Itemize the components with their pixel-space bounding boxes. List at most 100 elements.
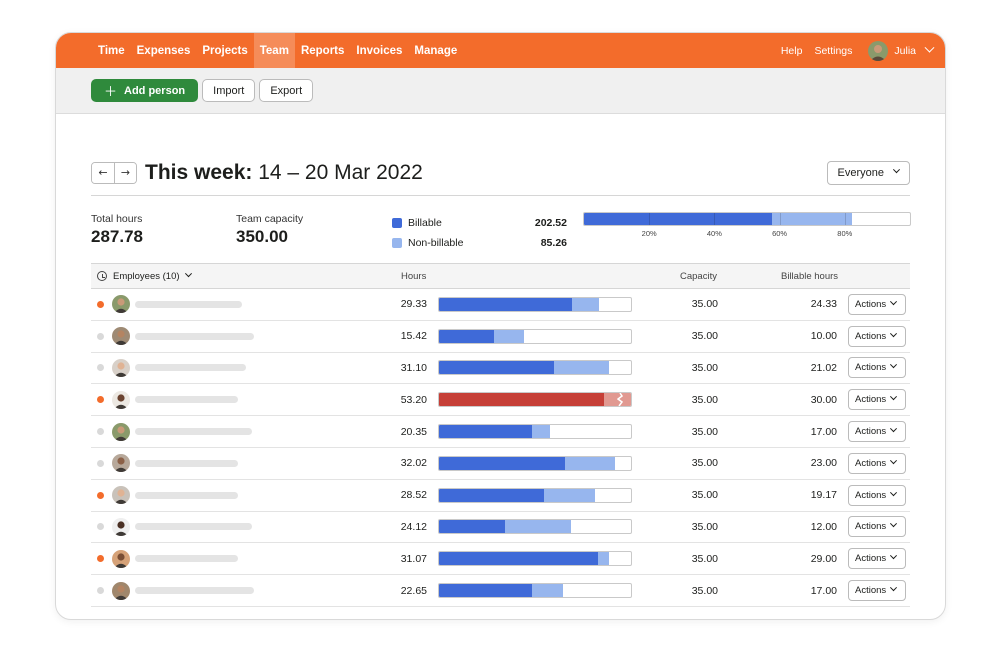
nonbillable-segment: [565, 456, 615, 470]
actions-label: Actions: [855, 298, 887, 310]
user-avatar: [868, 40, 889, 61]
capacity-value: 35.00: [691, 489, 718, 502]
billable-value: 202.52: [534, 217, 567, 229]
total-hours-label: Total hours: [91, 213, 143, 225]
billable-hours-value: 12.00: [810, 520, 837, 533]
actions-button[interactable]: Actions: [848, 580, 906, 602]
billable-segment: [439, 552, 598, 566]
name-placeholder[interactable]: [135, 523, 252, 531]
actions-button[interactable]: Actions: [848, 357, 906, 379]
filter-select[interactable]: Everyone: [826, 160, 910, 185]
avatar[interactable]: [112, 486, 130, 505]
import-button[interactable]: Import: [202, 79, 256, 102]
column-capacity[interactable]: Capacity: [680, 270, 717, 282]
user-menu[interactable]: Julia: [868, 40, 935, 61]
capacity-block: Team capacity 350.00: [236, 213, 303, 247]
hours-bar: [438, 487, 632, 503]
employees-dropdown[interactable]: Employees (10): [97, 269, 192, 282]
actions-button[interactable]: Actions: [848, 293, 906, 315]
total-hours-block: Total hours 287.78: [91, 213, 143, 247]
hours-value: 24.12: [400, 520, 427, 533]
week-header: ← → This week: 14 – 20 Mar 2022 Everyone: [91, 150, 910, 196]
name-placeholder[interactable]: [135, 428, 252, 436]
nav-item-manage[interactable]: Manage: [414, 44, 458, 57]
add-person-button[interactable]: ＋ Add person: [91, 79, 199, 102]
name-placeholder[interactable]: [135, 364, 246, 372]
table-row: 53.20 35.00 30.00 Actions: [91, 384, 910, 417]
export-button[interactable]: Export: [259, 79, 314, 102]
employee-table-body: 29.33 35.00 24.33 Actions 15.42 35.00 10.00 Act…: [91, 289, 910, 607]
nav-item-reports[interactable]: Reports: [300, 44, 345, 57]
billable-segment: [439, 329, 494, 343]
settings-link[interactable]: Settings: [814, 44, 853, 57]
actions-button[interactable]: Actions: [848, 421, 906, 443]
billable-segment: [439, 297, 572, 311]
billable-hours-value: 24.33: [810, 298, 837, 311]
capacity-value: 35.00: [691, 584, 718, 597]
capacity-label: Team capacity: [236, 213, 304, 225]
actions-button[interactable]: Actions: [848, 389, 906, 411]
hours-value: 20.35: [400, 425, 427, 438]
week-range: 14 – 20 Mar 2022: [258, 160, 423, 184]
name-placeholder[interactable]: [135, 459, 238, 467]
nav-item-expenses[interactable]: Expenses: [136, 44, 191, 57]
hours-bar: [438, 328, 632, 344]
scale-tick: [780, 213, 781, 225]
name-placeholder[interactable]: [135, 491, 238, 499]
status-dot: [97, 364, 104, 372]
filter-value: Everyone: [837, 166, 884, 179]
actions-button[interactable]: Actions: [848, 484, 906, 506]
previous-week-button[interactable]: ←: [92, 162, 114, 183]
clock-icon: [97, 271, 107, 281]
nav-item-projects[interactable]: Projects: [202, 44, 248, 57]
nonbillable-segment: [532, 584, 563, 598]
column-billable-hours[interactable]: Billable hours: [781, 270, 839, 282]
avatar[interactable]: [112, 390, 130, 409]
help-link[interactable]: Help: [780, 44, 803, 57]
status-dot: [97, 332, 104, 340]
capacity-value: 350.00: [236, 227, 288, 246]
status-dot: [97, 459, 104, 467]
capacity-value: 35.00: [691, 425, 718, 438]
name-placeholder[interactable]: [135, 587, 254, 595]
status-dot: [97, 396, 104, 404]
nav-item-invoices[interactable]: Invoices: [356, 44, 403, 57]
name-placeholder[interactable]: [135, 332, 254, 340]
name-placeholder[interactable]: [135, 300, 242, 308]
avatar[interactable]: [112, 517, 130, 536]
capacity-value: 35.00: [691, 330, 718, 343]
nav-item-time[interactable]: Time: [98, 44, 125, 57]
actions-button[interactable]: Actions: [848, 325, 906, 347]
next-week-button[interactable]: →: [114, 162, 136, 183]
chevron-down-icon: [890, 457, 898, 465]
table-row: 29.33 35.00 24.33 Actions: [91, 289, 910, 321]
scale-tick: [649, 213, 650, 225]
avatar[interactable]: [112, 327, 130, 346]
table-row: 32.02 35.00 23.00 Actions: [91, 448, 910, 480]
hours-value: 29.33: [400, 298, 427, 311]
chevron-down-icon: [890, 488, 898, 496]
nonbillable-segment: [544, 488, 595, 502]
avatar[interactable]: [112, 295, 130, 314]
actions-button[interactable]: Actions: [848, 516, 906, 538]
name-placeholder[interactable]: [135, 555, 238, 563]
actions-button[interactable]: Actions: [848, 548, 906, 570]
avatar[interactable]: [112, 549, 130, 568]
column-hours[interactable]: Hours: [401, 270, 427, 282]
billable-hours-value: 29.00: [810, 552, 837, 565]
main-content: ← → This week: 14 – 20 Mar 2022 Everyone…: [56, 150, 945, 607]
week-prefix: This week:: [145, 160, 253, 184]
avatar[interactable]: [112, 581, 130, 600]
avatar[interactable]: [112, 358, 130, 377]
legend-nonbillable: Non-billable: [392, 233, 463, 253]
nonbillable-segment: [772, 213, 852, 225]
billable-hours-value: 30.00: [810, 393, 837, 406]
avatar[interactable]: [112, 422, 130, 441]
avatar[interactable]: [112, 454, 130, 473]
chevron-down-icon: [890, 584, 898, 592]
nav-item-team[interactable]: Team: [253, 33, 295, 68]
status-dot: [97, 523, 104, 531]
name-placeholder[interactable]: [135, 396, 238, 404]
actions-button[interactable]: Actions: [848, 452, 906, 474]
week-nav: ← →: [91, 161, 137, 184]
